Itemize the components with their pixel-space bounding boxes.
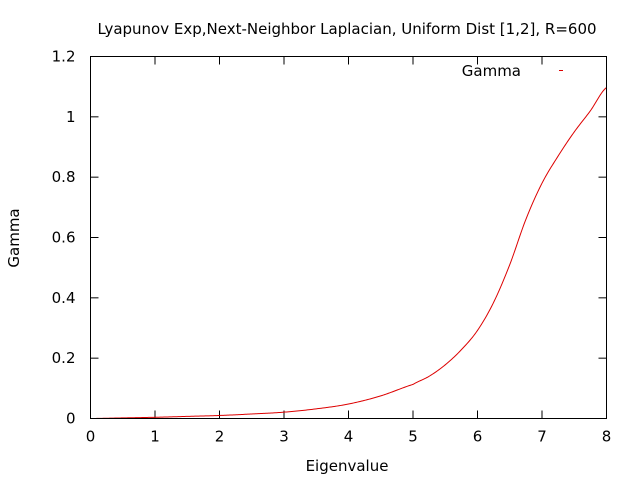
legend-entry-gamma: Gamma [462,62,521,80]
x-axis-label: Eigenvalue [306,457,389,475]
y-axis-label: Gamma [5,208,23,267]
legend: Gamma [462,62,563,80]
y-tick-label: 0.2 [52,349,76,367]
chart-title: Lyapunov Exp,Next-Neighbor Laplacian, Un… [97,20,596,38]
y-tick-label: 0.6 [52,229,76,247]
axis-ticks [90,56,607,419]
x-tick-label: 8 [602,428,612,446]
x-tick-label: 3 [279,428,289,446]
y-tick-label: 0.4 [52,289,76,307]
y-tick-label: 1 [66,108,76,126]
x-tick-label: 0 [86,428,96,446]
x-tick-label: 5 [408,428,418,446]
x-tick-label: 1 [150,428,160,446]
plot-frame [90,56,607,419]
x-tick-label: 2 [215,428,225,446]
y-tick-label: 0.8 [52,168,76,186]
series-line-gamma [90,87,607,419]
x-tick-labels: 0 1 2 3 4 5 6 7 8 [86,428,612,446]
y-tick-label: 0 [66,410,76,428]
y-tick-labels: 0 0.2 0.4 0.6 0.8 1 1.2 [52,48,76,428]
x-tick-label: 7 [537,428,547,446]
y-tick-label: 1.2 [52,48,76,66]
x-tick-label: 6 [473,428,483,446]
x-tick-label: 4 [344,428,354,446]
